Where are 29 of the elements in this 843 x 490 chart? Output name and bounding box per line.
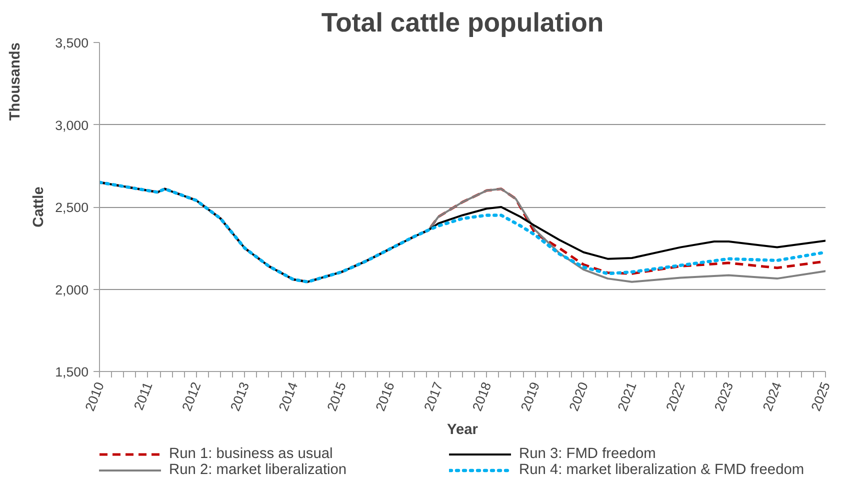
legend-label: Run 4: market liberalization & FMD freedom — [519, 462, 804, 478]
x-tick-label: 2014 — [276, 379, 301, 414]
x-tick-label: 2024 — [760, 379, 785, 414]
y-tick-label: 1,500 — [55, 364, 89, 380]
legend-label: Run 3: FMD freedom — [519, 446, 657, 462]
x-tick-label: 2011 — [130, 380, 156, 412]
x-tick-label: 2015 — [324, 380, 349, 414]
x-tick-label: 2021 — [614, 380, 640, 414]
legend-label: Run 1: business as usual — [169, 446, 334, 462]
x-tick-label: 2016 — [372, 380, 398, 414]
x-tick-label: 2022 — [663, 380, 688, 414]
x-tick-label: 2019 — [518, 380, 543, 414]
y-tick-label: 2,500 — [55, 200, 89, 215]
y-tick-label: 3,000 — [55, 118, 89, 133]
y-tick-label: 3,500 — [55, 36, 89, 50]
x-tick-label: 2013 — [227, 380, 252, 414]
x-tick-label: 2018 — [469, 380, 494, 414]
chart-title: Total cattle population — [321, 8, 604, 38]
legend-label: Run 2: market liberalization — [169, 462, 348, 478]
x-tick-label: 2023 — [711, 380, 736, 414]
x-tick-label: 2020 — [566, 380, 591, 414]
y-axis-title: Cattle — [31, 186, 48, 228]
x-tick-label: 2010 — [82, 380, 107, 414]
x-tick-label: 2012 — [179, 380, 204, 414]
y-tick-label: 2,000 — [55, 282, 89, 298]
y2-axis-title: Thousands — [8, 42, 24, 121]
x-tick-label: 2025 — [808, 380, 833, 414]
x-tick-label: 2017 — [421, 380, 446, 414]
x-axis-title: Year — [447, 422, 478, 438]
